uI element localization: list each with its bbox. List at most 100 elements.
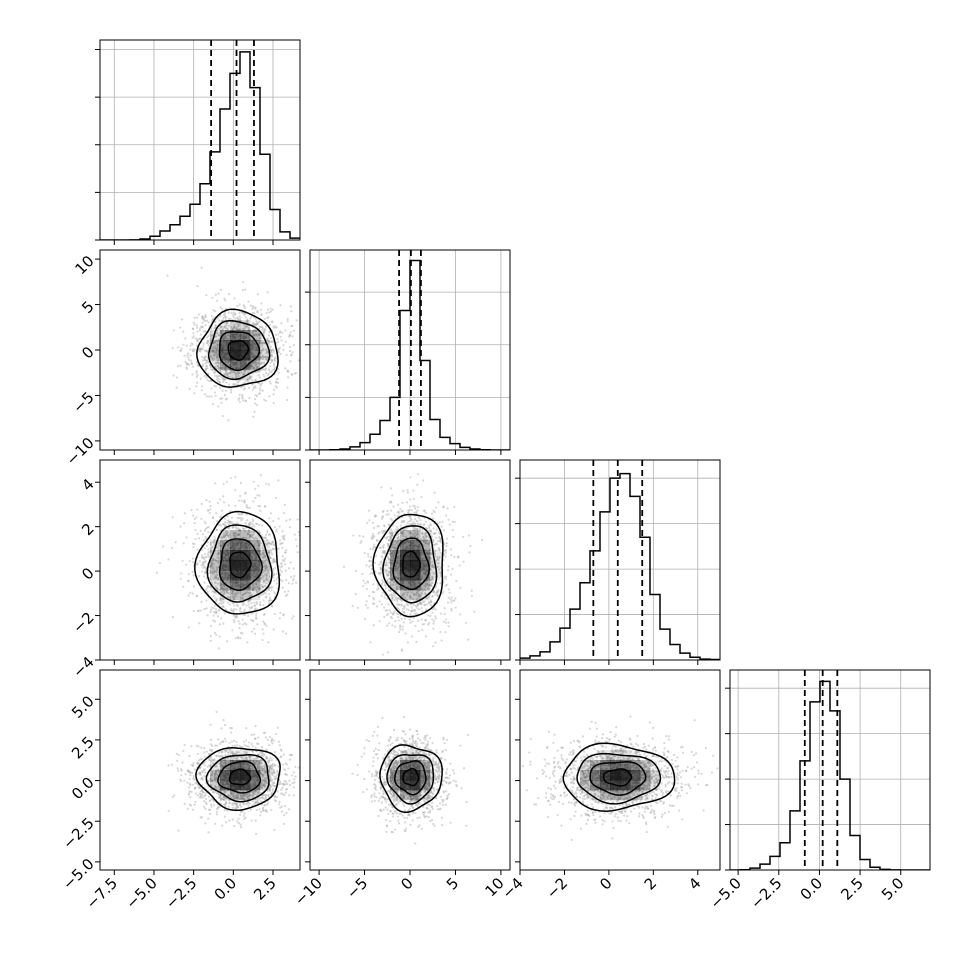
scatter-point — [277, 547, 280, 550]
density-cell — [240, 580, 251, 591]
scatter-point — [206, 350, 209, 354]
scatter-point — [390, 552, 393, 556]
scatter-point — [260, 382, 264, 385]
scatter-point — [217, 578, 220, 581]
scatter-point — [235, 526, 238, 529]
scatter-point — [262, 620, 265, 623]
scatter-point — [213, 590, 216, 593]
scatter-point — [396, 562, 399, 565]
scatter-point — [237, 637, 240, 640]
scatter-point — [307, 602, 309, 604]
scatter-point — [259, 542, 262, 545]
scatter-point — [279, 792, 283, 795]
scatter-point — [246, 379, 249, 383]
scatter-point — [264, 369, 267, 372]
scatter-point — [219, 515, 223, 518]
scatter-point — [237, 604, 240, 607]
scatter-point — [265, 595, 268, 598]
scatter-point — [259, 587, 262, 591]
scatter-point — [282, 344, 285, 347]
scatter-point — [382, 549, 385, 552]
scatter-point — [257, 393, 261, 396]
scatter-point — [200, 600, 203, 604]
scatter-point — [422, 538, 425, 542]
scatter-point — [432, 627, 435, 630]
scatter-point — [391, 578, 394, 581]
scatter-point — [292, 343, 295, 347]
scatter-point — [420, 539, 423, 542]
scatter-point — [232, 598, 236, 601]
scatter-point — [244, 336, 248, 339]
scatter-point — [235, 527, 238, 531]
scatter-point — [188, 560, 191, 563]
scatter-point — [182, 585, 185, 588]
scatter-point — [223, 337, 226, 340]
scatter-point — [415, 605, 418, 608]
scatter-point — [222, 495, 225, 498]
scatter-point — [213, 581, 216, 584]
scatter-point — [238, 393, 241, 397]
scatter-point — [423, 600, 426, 603]
scatter-point — [377, 585, 380, 588]
scatter-point — [433, 543, 436, 547]
scatter-point — [401, 501, 404, 504]
scatter-point — [263, 375, 266, 378]
scatter-point — [212, 342, 215, 345]
scatter-point — [203, 393, 206, 396]
scatter-point — [426, 551, 429, 554]
scatter-point — [180, 572, 183, 575]
scatter-point — [267, 372, 270, 375]
scatter-point — [264, 568, 267, 571]
scatter-point — [235, 376, 238, 379]
scatter-point — [256, 333, 259, 336]
scatter-point — [396, 561, 399, 564]
scatter-point — [423, 622, 426, 626]
scatter-point — [262, 579, 266, 582]
scatter-point — [387, 513, 390, 516]
scatter-point — [250, 343, 253, 346]
scatter-point — [254, 364, 257, 367]
density-cell — [240, 590, 251, 601]
scatter-point — [269, 787, 272, 790]
scatter-point — [226, 589, 229, 592]
scatter-point — [384, 609, 387, 612]
scatter-point — [249, 607, 252, 610]
scatter-point — [251, 339, 254, 342]
scatter-point — [250, 351, 253, 354]
scatter-point — [392, 549, 395, 552]
scatter-point — [266, 291, 269, 294]
scatter-point — [438, 568, 441, 571]
scatter-point — [200, 266, 203, 269]
scatter-point — [222, 523, 226, 526]
scatter-point — [241, 596, 244, 600]
scatter-point — [214, 374, 217, 377]
scatter-point — [253, 311, 256, 315]
scatter-point — [444, 555, 447, 558]
density-cell — [220, 320, 231, 331]
scatter-point — [217, 551, 220, 555]
scatter-point — [212, 558, 215, 561]
scatter-point — [213, 384, 216, 387]
scatter-point — [447, 588, 450, 591]
scatter-point — [262, 575, 265, 578]
scatter-point — [434, 608, 437, 611]
scatter-point — [396, 577, 399, 580]
scatter-point — [411, 608, 414, 612]
scatter-point — [261, 553, 264, 556]
scatter-point — [254, 614, 258, 617]
scatter-point — [239, 590, 242, 594]
scatter-point — [413, 528, 417, 531]
scatter-point — [427, 555, 430, 558]
scatter-point — [251, 353, 254, 356]
scatter-point — [430, 564, 434, 567]
scatter-point — [368, 559, 371, 562]
scatter-point — [224, 366, 228, 369]
scatter-point — [212, 345, 215, 349]
scatter-point — [220, 602, 223, 605]
scatter-point — [437, 546, 440, 550]
scatter-point — [388, 566, 391, 570]
scatter-point — [405, 501, 409, 504]
scatter-point — [408, 618, 411, 621]
scatter-point — [208, 380, 211, 383]
scatter-point — [208, 395, 211, 398]
